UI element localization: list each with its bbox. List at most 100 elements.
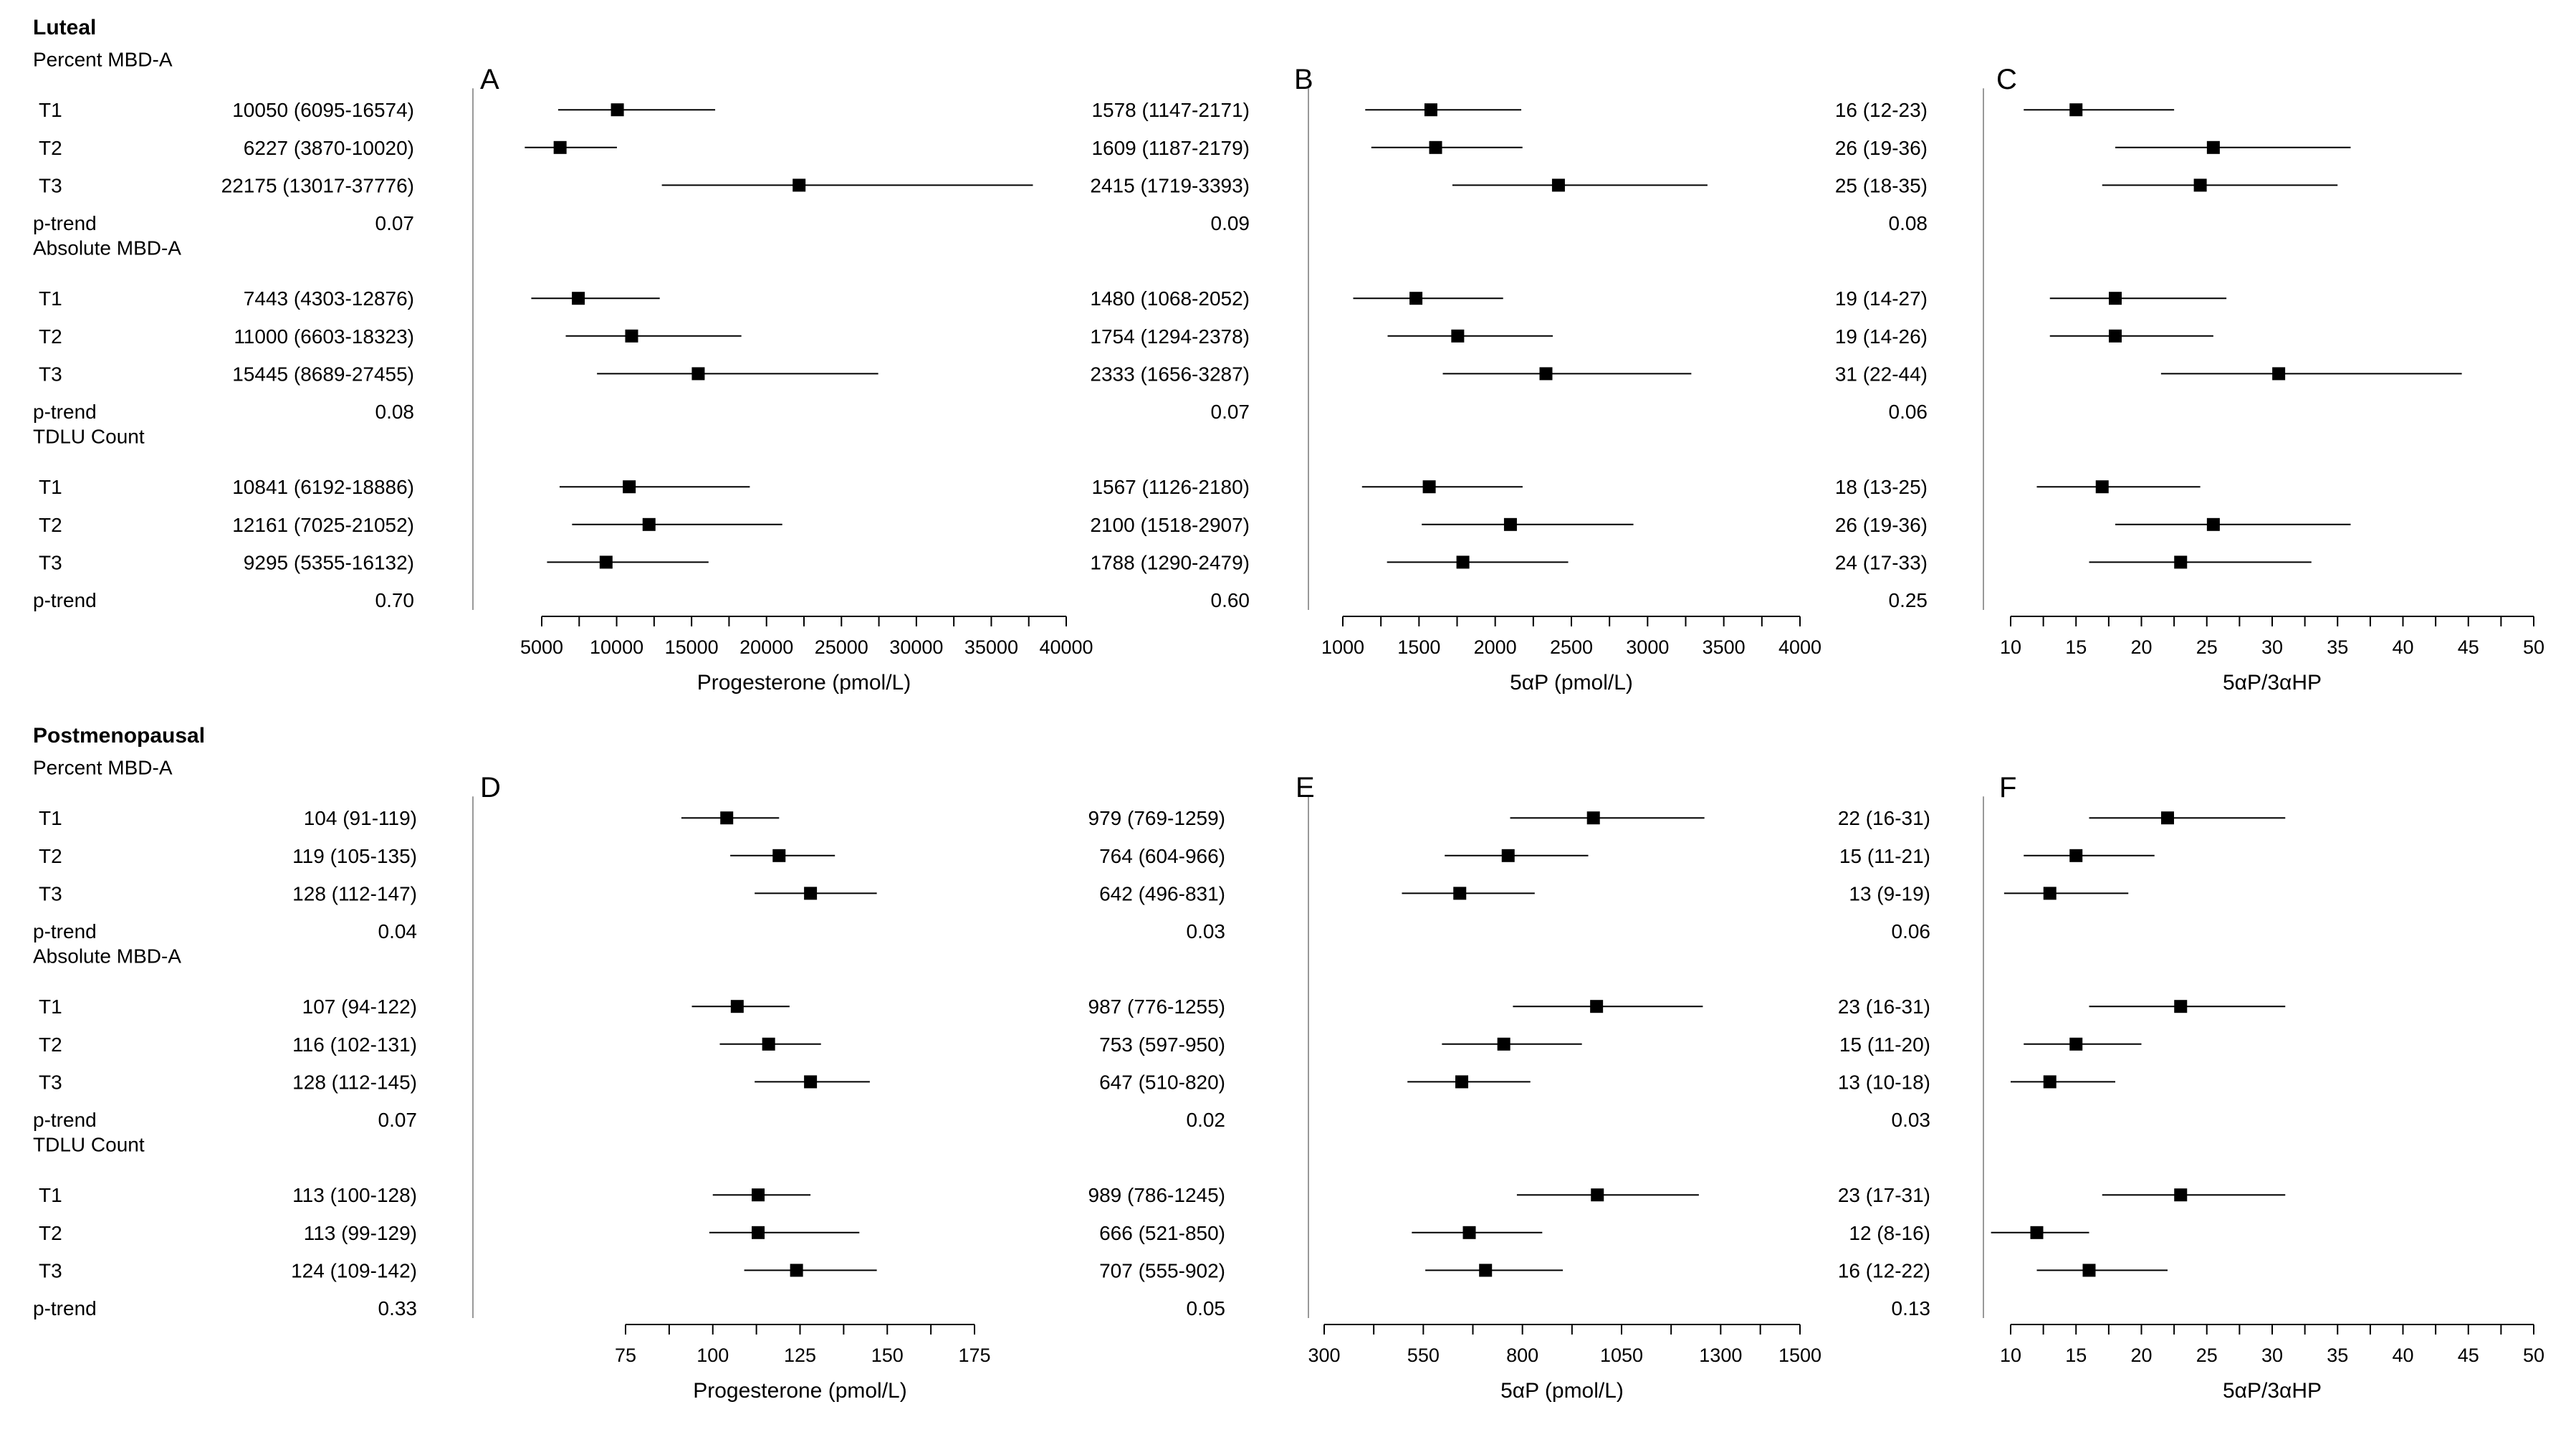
point-estimate	[2030, 1226, 2044, 1239]
row-label-t3: T3	[39, 551, 62, 573]
p-trend-value: 0.02	[1187, 1109, 1226, 1131]
estimate-label: 124 (109-142)	[291, 1259, 417, 1281]
point-estimate	[1424, 103, 1437, 117]
point-estimate	[1503, 517, 1517, 531]
section-postmenopausal: Postmenopausal Percent MBD-A T1 T2 T3 p-trend…	[33, 724, 2544, 1403]
point-estimate	[553, 140, 567, 154]
estimate-label: 12161 (7025-21052)	[232, 514, 414, 536]
point-estimate	[1456, 555, 1470, 569]
estimate-label: 128 (112-145)	[292, 1071, 417, 1093]
estimate-label: 16 (12-23)	[1835, 99, 1928, 121]
estimate-label: 979 (769-1259)	[1088, 807, 1225, 829]
point-estimate	[1591, 1188, 1604, 1202]
point-estimate	[2043, 887, 2057, 900]
panel-d: D 104 (91-119) 119 (105-135) 128 (112-147) 0…	[291, 772, 990, 1403]
x-tick-label: 125	[784, 1345, 816, 1366]
p-trend-value: 0.08	[375, 401, 415, 423]
panel-e: E 979 (769-1259) 764 (604-966) 642 (496-831…	[1088, 772, 1822, 1403]
row-label-t3: T3	[39, 363, 62, 385]
x-tick-label: 800	[1506, 1345, 1538, 1366]
point-estimate	[2206, 140, 2220, 154]
estimate-label: 1788 (1290-2479)	[1090, 551, 1250, 573]
x-tick-label: 15	[2065, 1345, 2087, 1366]
x-axis-title: 5αP/3αHP	[2223, 671, 2322, 694]
estimate-label: 25 (18-35)	[1835, 174, 1928, 196]
point-estimate	[2193, 178, 2207, 192]
x-tick-label: 2000	[1474, 636, 1517, 658]
x-tick-label: 300	[1308, 1345, 1340, 1366]
point-estimate	[2272, 367, 2286, 381]
p-trend-label: p-trend	[33, 1297, 97, 1319]
point-estimate	[2161, 811, 2174, 825]
panel-letter: E	[1296, 772, 1315, 803]
row-label-t1: T1	[39, 476, 62, 498]
estimate-label: 13 (10-18)	[1838, 1071, 1930, 1093]
estimate-label: 26 (19-36)	[1835, 137, 1928, 159]
estimate-label: 753 (597-950)	[1099, 1034, 1225, 1056]
row-label-t3: T3	[39, 882, 62, 904]
x-axis-title: 5αP/3αHP	[2223, 1379, 2322, 1403]
estimate-label: 23 (17-31)	[1838, 1184, 1930, 1206]
x-tick-label: 10000	[590, 636, 643, 658]
point-estimate	[804, 887, 818, 900]
p-trend-label: p-trend	[33, 920, 97, 942]
estimate-label: 2415 (1719-3393)	[1090, 174, 1250, 196]
x-tick-label: 75	[615, 1345, 636, 1366]
group-tdlu-count: TDLU Count T1 T2 T3 p-trend	[33, 426, 145, 611]
group-percent-mbd-a: Percent MBD-A T1 T2 T3 p-trend	[33, 757, 173, 942]
point-estimate	[1451, 329, 1465, 343]
x-tick-label: 1500	[1778, 1345, 1821, 1366]
point-estimate	[730, 1000, 744, 1013]
p-trend-value: 0.03	[1187, 920, 1226, 942]
estimate-label: 119 (105-135)	[292, 845, 417, 867]
estimate-label: 13 (9-19)	[1849, 882, 1930, 904]
x-tick-label: 35	[2327, 1345, 2348, 1366]
point-estimate	[2082, 1264, 2096, 1277]
group-label: TDLU Count	[33, 1134, 145, 1156]
row-label-t2: T2	[39, 845, 62, 867]
x-tick-label: 550	[1407, 1345, 1440, 1366]
x-tick-label: 1500	[1397, 636, 1440, 658]
point-estimate	[790, 1264, 803, 1277]
x-tick-label: 25	[2196, 1345, 2218, 1366]
point-estimate	[2174, 555, 2188, 569]
p-trend-value: 0.06	[1892, 920, 1931, 942]
estimate-label: 9295 (5355-16132)	[244, 551, 414, 573]
point-estimate	[720, 811, 734, 825]
estimate-label: 104 (91-119)	[304, 807, 417, 829]
estimate-label: 19 (14-27)	[1835, 287, 1928, 310]
point-estimate	[1455, 1075, 1469, 1089]
p-trend-value: 0.09	[1211, 212, 1250, 234]
row-label-t1: T1	[39, 807, 62, 829]
point-estimate	[2069, 1037, 2083, 1051]
point-estimate	[1462, 1226, 1476, 1239]
x-tick-label: 35	[2327, 636, 2348, 658]
row-label-t1: T1	[39, 996, 62, 1018]
p-trend-value: 0.04	[378, 920, 418, 942]
estimate-label: 10050 (6095-16574)	[232, 99, 414, 121]
point-estimate	[2109, 292, 2122, 305]
x-tick-label: 3000	[1626, 636, 1669, 658]
point-estimate	[2206, 517, 2220, 531]
estimate-label: 2100 (1518-2907)	[1090, 514, 1250, 536]
point-estimate	[623, 480, 636, 494]
point-estimate	[1429, 140, 1442, 154]
estimate-label: 1578 (1147-2171)	[1091, 99, 1250, 121]
group-label: Percent MBD-A	[33, 757, 173, 779]
estimate-label: 1609 (1187-2179)	[1091, 137, 1250, 159]
point-estimate	[572, 292, 585, 305]
point-estimate	[2174, 1000, 2188, 1013]
point-estimate	[804, 1075, 818, 1089]
group-tdlu-count: TDLU Count T1 T2 T3 p-trend	[33, 1134, 145, 1319]
estimate-label: 987 (776-1255)	[1088, 996, 1225, 1018]
p-trend-value: 0.60	[1211, 589, 1250, 611]
estimate-label: 18 (13-25)	[1835, 476, 1928, 498]
x-axis-title: Progesterone (pmol/L)	[693, 1379, 906, 1403]
point-estimate	[2095, 480, 2109, 494]
estimate-label: 1480 (1068-2052)	[1090, 287, 1250, 310]
group-label: TDLU Count	[33, 426, 145, 448]
section-title: Luteal	[33, 16, 96, 39]
x-tick-label: 20000	[739, 636, 793, 658]
point-estimate	[691, 367, 705, 381]
panel-letter: A	[480, 64, 499, 95]
